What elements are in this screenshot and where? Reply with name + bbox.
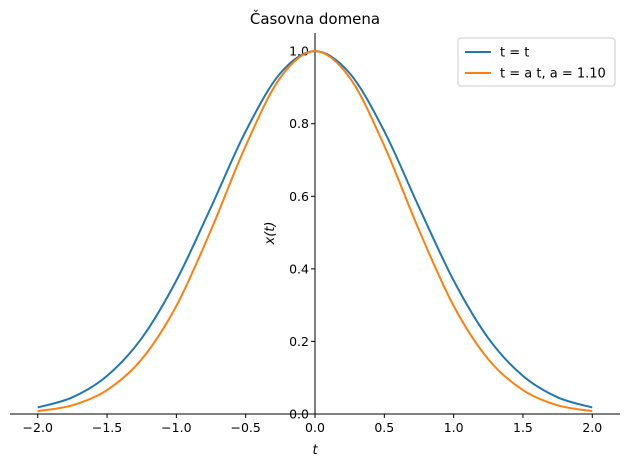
x-tick-label: 1.0 — [444, 420, 464, 435]
x-tick-label: 1.5 — [513, 420, 533, 435]
plot-area: −2.0 −1.5 −1.0 −0.5 0.0 0.5 1.0 1.5 2.0 0.0 0.2 0.4… — [10, 33, 620, 435]
x-tick-label: −1.0 — [161, 420, 191, 435]
x-axis-label: t — [312, 443, 318, 458]
x-tick-label: −1.5 — [92, 420, 122, 435]
legend-label-2: t = a t, a = 1.10 — [500, 67, 606, 82]
y-tick-label: 0.8 — [289, 116, 309, 131]
x-tick-label: −2.0 — [23, 420, 53, 435]
chart-title: Časovna domena — [250, 9, 380, 28]
x-tick-label: 0.5 — [374, 420, 394, 435]
y-tick-label: 0.2 — [289, 334, 309, 349]
legend-box — [457, 37, 616, 87]
x-tick-label: 2.0 — [582, 420, 602, 435]
legend-label-1: t = t — [500, 46, 529, 61]
series-line-2 — [37, 50, 593, 413]
x-tick-label: 0.0 — [305, 420, 325, 435]
y-tick-label: 0.4 — [289, 261, 309, 276]
x-tick-label: −0.5 — [231, 420, 261, 435]
y-tick-label: 0.0 — [289, 407, 309, 422]
y-axis-label: x(t) — [263, 222, 278, 246]
y-tick-label: 0.6 — [289, 189, 309, 204]
legend: t = t t = a t, a = 1.10 — [457, 37, 616, 87]
